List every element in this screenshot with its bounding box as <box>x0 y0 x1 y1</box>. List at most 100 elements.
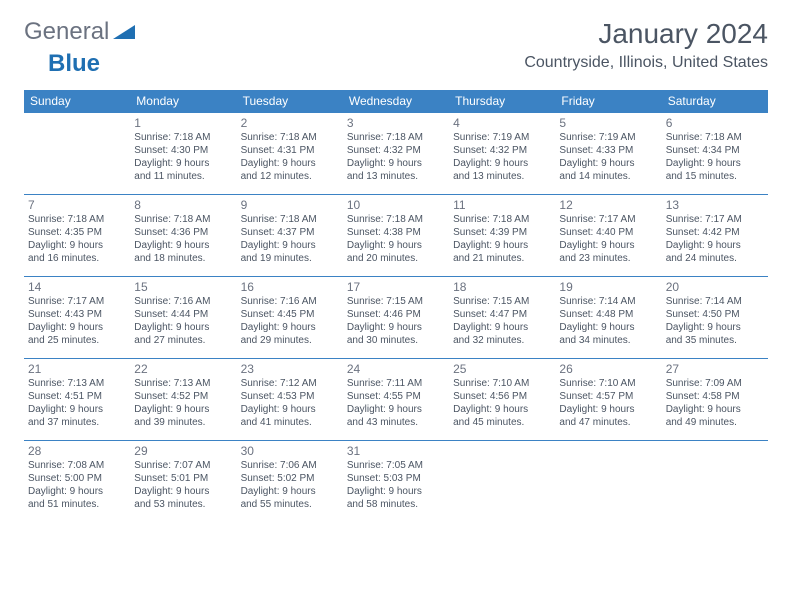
calendar-day-cell: 11Sunrise: 7:18 AMSunset: 4:39 PMDayligh… <box>449 195 555 277</box>
day-info: Sunrise: 7:05 AMSunset: 5:03 PMDaylight:… <box>347 459 445 511</box>
calendar-day-cell <box>555 441 661 523</box>
day-info: Sunrise: 7:10 AMSunset: 4:56 PMDaylight:… <box>453 377 551 429</box>
day-number: 7 <box>28 198 126 212</box>
weekday-header-row: SundayMondayTuesdayWednesdayThursdayFrid… <box>24 90 768 113</box>
title-block: January 2024 Countryside, Illinois, Unit… <box>524 18 768 72</box>
day-number: 16 <box>241 280 339 294</box>
calendar-day-cell: 12Sunrise: 7:17 AMSunset: 4:40 PMDayligh… <box>555 195 661 277</box>
calendar-day-cell: 8Sunrise: 7:18 AMSunset: 4:36 PMDaylight… <box>130 195 236 277</box>
calendar-day-cell <box>24 113 130 195</box>
calendar-day-cell: 23Sunrise: 7:12 AMSunset: 4:53 PMDayligh… <box>237 359 343 441</box>
day-info: Sunrise: 7:18 AMSunset: 4:32 PMDaylight:… <box>347 131 445 183</box>
day-info: Sunrise: 7:18 AMSunset: 4:38 PMDaylight:… <box>347 213 445 265</box>
day-info: Sunrise: 7:09 AMSunset: 4:58 PMDaylight:… <box>666 377 764 429</box>
day-info: Sunrise: 7:08 AMSunset: 5:00 PMDaylight:… <box>28 459 126 511</box>
calendar-week-row: 1Sunrise: 7:18 AMSunset: 4:30 PMDaylight… <box>24 113 768 195</box>
day-number: 14 <box>28 280 126 294</box>
day-number: 28 <box>28 444 126 458</box>
day-number: 18 <box>453 280 551 294</box>
calendar-day-cell: 3Sunrise: 7:18 AMSunset: 4:32 PMDaylight… <box>343 113 449 195</box>
day-number: 17 <box>347 280 445 294</box>
calendar-week-row: 7Sunrise: 7:18 AMSunset: 4:35 PMDaylight… <box>24 195 768 277</box>
calendar-day-cell: 21Sunrise: 7:13 AMSunset: 4:51 PMDayligh… <box>24 359 130 441</box>
day-number: 9 <box>241 198 339 212</box>
day-number: 4 <box>453 116 551 130</box>
day-number: 31 <box>347 444 445 458</box>
month-title: January 2024 <box>524 18 768 50</box>
day-info: Sunrise: 7:06 AMSunset: 5:02 PMDaylight:… <box>241 459 339 511</box>
day-info: Sunrise: 7:18 AMSunset: 4:30 PMDaylight:… <box>134 131 232 183</box>
brand-logo: General <box>24 18 137 46</box>
brand-part1: General <box>24 18 109 46</box>
day-info: Sunrise: 7:17 AMSunset: 4:40 PMDaylight:… <box>559 213 657 265</box>
day-info: Sunrise: 7:18 AMSunset: 4:36 PMDaylight:… <box>134 213 232 265</box>
calendar-week-row: 14Sunrise: 7:17 AMSunset: 4:43 PMDayligh… <box>24 277 768 359</box>
day-info: Sunrise: 7:17 AMSunset: 4:43 PMDaylight:… <box>28 295 126 347</box>
day-number: 25 <box>453 362 551 376</box>
day-info: Sunrise: 7:07 AMSunset: 5:01 PMDaylight:… <box>134 459 232 511</box>
brand-part2: Blue <box>48 50 100 77</box>
day-number: 24 <box>347 362 445 376</box>
calendar-day-cell: 4Sunrise: 7:19 AMSunset: 4:32 PMDaylight… <box>449 113 555 195</box>
calendar-day-cell: 25Sunrise: 7:10 AMSunset: 4:56 PMDayligh… <box>449 359 555 441</box>
day-info: Sunrise: 7:13 AMSunset: 4:51 PMDaylight:… <box>28 377 126 429</box>
day-number: 23 <box>241 362 339 376</box>
calendar-day-cell: 9Sunrise: 7:18 AMSunset: 4:37 PMDaylight… <box>237 195 343 277</box>
day-info: Sunrise: 7:19 AMSunset: 4:32 PMDaylight:… <box>453 131 551 183</box>
day-info: Sunrise: 7:16 AMSunset: 4:44 PMDaylight:… <box>134 295 232 347</box>
day-number: 5 <box>559 116 657 130</box>
day-number: 21 <box>28 362 126 376</box>
calendar-day-cell: 26Sunrise: 7:10 AMSunset: 4:57 PMDayligh… <box>555 359 661 441</box>
day-info: Sunrise: 7:15 AMSunset: 4:46 PMDaylight:… <box>347 295 445 347</box>
calendar-day-cell: 31Sunrise: 7:05 AMSunset: 5:03 PMDayligh… <box>343 441 449 523</box>
day-info: Sunrise: 7:12 AMSunset: 4:53 PMDaylight:… <box>241 377 339 429</box>
weekday-header: Friday <box>555 90 661 113</box>
calendar-table: SundayMondayTuesdayWednesdayThursdayFrid… <box>24 90 768 523</box>
day-number: 30 <box>241 444 339 458</box>
day-number: 3 <box>347 116 445 130</box>
calendar-day-cell: 18Sunrise: 7:15 AMSunset: 4:47 PMDayligh… <box>449 277 555 359</box>
calendar-day-cell: 29Sunrise: 7:07 AMSunset: 5:01 PMDayligh… <box>130 441 236 523</box>
day-info: Sunrise: 7:17 AMSunset: 4:42 PMDaylight:… <box>666 213 764 265</box>
day-info: Sunrise: 7:18 AMSunset: 4:37 PMDaylight:… <box>241 213 339 265</box>
calendar-day-cell: 13Sunrise: 7:17 AMSunset: 4:42 PMDayligh… <box>662 195 768 277</box>
day-number: 22 <box>134 362 232 376</box>
calendar-day-cell: 22Sunrise: 7:13 AMSunset: 4:52 PMDayligh… <box>130 359 236 441</box>
day-info: Sunrise: 7:18 AMSunset: 4:35 PMDaylight:… <box>28 213 126 265</box>
calendar-day-cell: 5Sunrise: 7:19 AMSunset: 4:33 PMDaylight… <box>555 113 661 195</box>
brand-triangle-icon <box>113 21 135 44</box>
day-info: Sunrise: 7:15 AMSunset: 4:47 PMDaylight:… <box>453 295 551 347</box>
weekday-header: Sunday <box>24 90 130 113</box>
day-info: Sunrise: 7:10 AMSunset: 4:57 PMDaylight:… <box>559 377 657 429</box>
day-info: Sunrise: 7:18 AMSunset: 4:34 PMDaylight:… <box>666 131 764 183</box>
calendar-day-cell: 10Sunrise: 7:18 AMSunset: 4:38 PMDayligh… <box>343 195 449 277</box>
day-number: 12 <box>559 198 657 212</box>
day-number: 10 <box>347 198 445 212</box>
weekday-header: Saturday <box>662 90 768 113</box>
weekday-header: Wednesday <box>343 90 449 113</box>
day-number: 6 <box>666 116 764 130</box>
day-info: Sunrise: 7:18 AMSunset: 4:31 PMDaylight:… <box>241 131 339 183</box>
weekday-header: Tuesday <box>237 90 343 113</box>
calendar-week-row: 28Sunrise: 7:08 AMSunset: 5:00 PMDayligh… <box>24 441 768 523</box>
day-number: 15 <box>134 280 232 294</box>
calendar-day-cell: 6Sunrise: 7:18 AMSunset: 4:34 PMDaylight… <box>662 113 768 195</box>
calendar-day-cell: 7Sunrise: 7:18 AMSunset: 4:35 PMDaylight… <box>24 195 130 277</box>
day-number: 1 <box>134 116 232 130</box>
day-number: 29 <box>134 444 232 458</box>
calendar-body: 1Sunrise: 7:18 AMSunset: 4:30 PMDaylight… <box>24 113 768 523</box>
day-info: Sunrise: 7:16 AMSunset: 4:45 PMDaylight:… <box>241 295 339 347</box>
day-number: 8 <box>134 198 232 212</box>
day-number: 26 <box>559 362 657 376</box>
calendar-day-cell: 27Sunrise: 7:09 AMSunset: 4:58 PMDayligh… <box>662 359 768 441</box>
calendar-day-cell: 28Sunrise: 7:08 AMSunset: 5:00 PMDayligh… <box>24 441 130 523</box>
calendar-day-cell: 24Sunrise: 7:11 AMSunset: 4:55 PMDayligh… <box>343 359 449 441</box>
location-text: Countryside, Illinois, United States <box>524 54 768 72</box>
day-info: Sunrise: 7:18 AMSunset: 4:39 PMDaylight:… <box>453 213 551 265</box>
day-number: 20 <box>666 280 764 294</box>
calendar-day-cell: 19Sunrise: 7:14 AMSunset: 4:48 PMDayligh… <box>555 277 661 359</box>
weekday-header: Thursday <box>449 90 555 113</box>
calendar-day-cell: 14Sunrise: 7:17 AMSunset: 4:43 PMDayligh… <box>24 277 130 359</box>
calendar-day-cell: 16Sunrise: 7:16 AMSunset: 4:45 PMDayligh… <box>237 277 343 359</box>
day-info: Sunrise: 7:14 AMSunset: 4:50 PMDaylight:… <box>666 295 764 347</box>
